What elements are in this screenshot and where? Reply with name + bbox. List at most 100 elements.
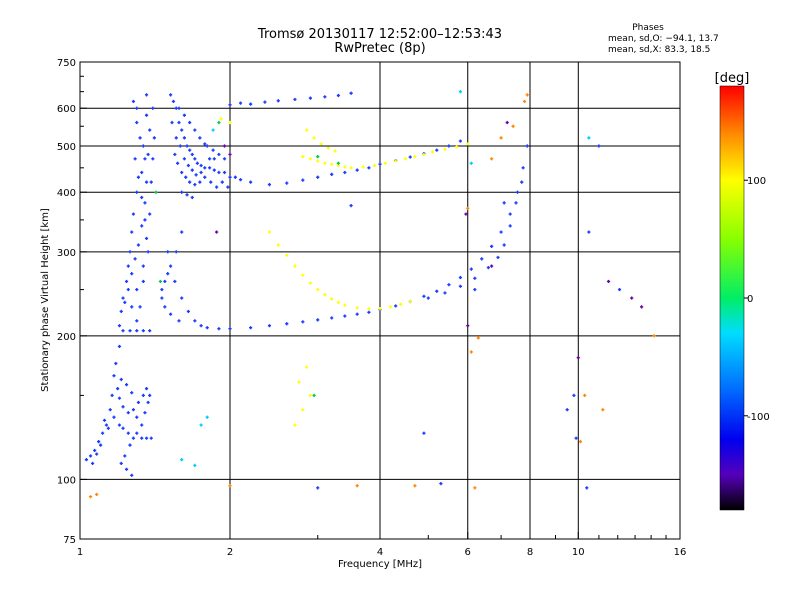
data-point — [151, 106, 155, 110]
data-point — [587, 136, 591, 140]
y-axis-label: Stationary phase Virtual Height [km] — [40, 208, 51, 392]
data-point — [146, 250, 150, 254]
data-point — [330, 172, 334, 176]
data-point — [233, 175, 237, 179]
data-point — [158, 279, 163, 284]
data-point — [199, 170, 203, 175]
data-point — [193, 463, 197, 467]
data-point — [211, 128, 215, 132]
data-point — [652, 334, 656, 338]
data-point — [143, 201, 147, 205]
data-point — [502, 201, 506, 205]
data-point — [458, 139, 463, 143]
data-point — [148, 393, 152, 398]
data-point — [435, 148, 439, 152]
data-point — [141, 144, 145, 148]
data-point — [174, 106, 178, 110]
data-point — [135, 106, 139, 110]
data-point — [186, 163, 190, 168]
data-point — [207, 166, 212, 170]
data-point — [413, 155, 417, 159]
data-point — [112, 415, 116, 419]
data-point — [119, 461, 123, 466]
data-point — [205, 144, 209, 148]
data-point — [180, 170, 184, 175]
data-point — [276, 243, 280, 247]
data-point — [394, 304, 398, 308]
data-point — [215, 230, 219, 234]
data-point — [319, 142, 323, 146]
data-point — [514, 201, 518, 205]
data-point — [413, 484, 417, 488]
data-point — [228, 103, 232, 107]
data-point — [180, 190, 184, 194]
colorbar-ticks: 100 0 -100 — [744, 176, 770, 423]
data-point — [124, 279, 129, 284]
data-point — [146, 400, 150, 405]
data-point — [316, 318, 320, 322]
data-point — [301, 155, 305, 159]
data-point — [140, 195, 144, 200]
data-point — [226, 185, 230, 189]
data-point — [185, 144, 189, 148]
data-point — [525, 144, 529, 148]
data-point — [186, 309, 190, 314]
data-point — [349, 166, 353, 170]
data-point — [144, 436, 149, 440]
data-point — [207, 157, 212, 161]
data-point — [217, 152, 221, 157]
data-point — [606, 279, 611, 284]
data-point — [117, 396, 122, 400]
data-point — [143, 157, 147, 161]
data-point — [490, 157, 494, 161]
data-point — [330, 297, 334, 301]
data-point — [171, 99, 176, 104]
data-point — [316, 155, 320, 159]
data-point — [123, 300, 127, 305]
data-point — [174, 250, 178, 254]
data-point — [473, 287, 477, 292]
data-point — [326, 146, 330, 150]
data-point — [121, 329, 125, 333]
data-point — [190, 195, 194, 200]
x-tick-label: 2 — [227, 547, 233, 558]
data-point — [466, 324, 470, 328]
data-point — [249, 180, 253, 184]
data-point — [408, 155, 412, 159]
data-point — [515, 190, 520, 194]
data-point — [104, 423, 109, 427]
data-point — [308, 393, 313, 398]
data-point — [522, 99, 527, 104]
data-point — [128, 250, 132, 254]
data-point — [180, 296, 184, 300]
data-point — [367, 166, 371, 170]
data-point — [222, 170, 227, 175]
y-tick-label: 400 — [57, 188, 76, 199]
data-point — [263, 100, 267, 104]
x-tick-label: 6 — [465, 547, 471, 558]
data-point — [185, 193, 189, 197]
data-point — [267, 324, 272, 328]
data-point — [476, 336, 480, 340]
data-point — [163, 279, 167, 284]
data-point — [112, 374, 116, 378]
data-point — [285, 181, 289, 185]
data-point — [585, 486, 589, 490]
data-point — [525, 93, 529, 97]
data-point — [126, 287, 130, 292]
data-point — [174, 136, 178, 140]
data-point — [458, 284, 463, 288]
data-point — [143, 411, 147, 415]
data-point — [355, 306, 359, 310]
data-point — [160, 296, 164, 300]
data-point — [91, 461, 95, 466]
data-point — [305, 128, 309, 132]
data-point — [119, 377, 123, 382]
data-point — [126, 431, 130, 435]
data-point — [136, 175, 141, 179]
data-point — [133, 157, 137, 161]
colorbar-tick-label: 100 — [747, 176, 766, 187]
data-point — [199, 423, 203, 427]
data-point — [565, 408, 569, 412]
data-point — [336, 161, 340, 165]
